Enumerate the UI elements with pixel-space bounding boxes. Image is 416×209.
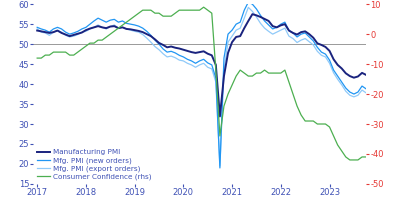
Legend: Manufacturing PMI, Mfg. PMI (new orders), Mfg. PMI (export orders), Consumer Con: Manufacturing PMI, Mfg. PMI (new orders)… [37, 149, 151, 180]
